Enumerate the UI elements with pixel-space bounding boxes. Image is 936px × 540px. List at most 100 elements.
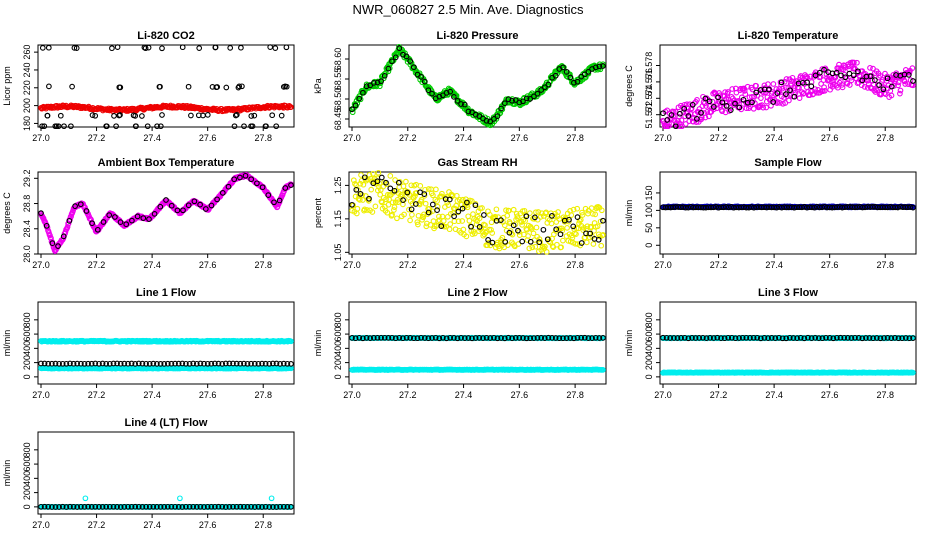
data-point xyxy=(719,99,726,106)
data-point xyxy=(519,238,526,245)
y-tick-label: 800 xyxy=(22,312,32,327)
data-point xyxy=(572,240,579,247)
data-point xyxy=(249,123,256,130)
data-point xyxy=(195,112,202,119)
data-point xyxy=(396,45,403,52)
y-tick-label: 200 xyxy=(333,355,343,370)
y-tick-label: 1.25 xyxy=(333,177,343,195)
y-axis-label: ml/min xyxy=(624,200,634,227)
x-tick-label: 27.2 xyxy=(710,390,728,400)
y-tick-label: 68.50 xyxy=(333,88,343,111)
data-point xyxy=(740,96,747,103)
data-point xyxy=(89,112,96,118)
data-point xyxy=(486,211,493,218)
data-point xyxy=(560,237,566,244)
data-point xyxy=(592,64,599,71)
data-point xyxy=(395,179,402,186)
data-point xyxy=(465,108,472,115)
data-point xyxy=(254,180,260,187)
y-tick-label: 400 xyxy=(644,341,654,356)
data-point xyxy=(46,83,52,90)
data-point xyxy=(867,65,873,71)
data-point xyxy=(551,213,558,220)
data-point xyxy=(558,244,564,251)
data-point xyxy=(515,241,522,247)
data-point xyxy=(770,99,777,105)
data-point xyxy=(532,243,539,250)
data-point xyxy=(227,45,234,51)
data-point xyxy=(197,201,203,208)
data-point xyxy=(534,90,541,97)
data-point xyxy=(94,226,101,233)
data-point xyxy=(429,90,435,97)
data-point xyxy=(391,204,398,210)
data-point xyxy=(235,84,242,91)
data-point xyxy=(533,209,539,216)
data-point xyxy=(57,112,64,119)
series-calib xyxy=(39,44,290,130)
data-point xyxy=(523,213,530,220)
y-tick-label: 51.572 xyxy=(644,101,654,129)
data-point xyxy=(272,45,279,51)
data-point xyxy=(391,207,397,213)
data-point xyxy=(695,109,702,116)
data-point xyxy=(353,186,360,193)
data-point xyxy=(833,69,840,76)
data-point xyxy=(43,222,50,229)
data-point xyxy=(410,64,417,71)
data-point xyxy=(439,190,445,197)
x-tick-label: 27.4 xyxy=(143,133,161,143)
data-point xyxy=(499,106,506,113)
data-point xyxy=(446,226,453,233)
data-point xyxy=(92,112,99,119)
plot-frame xyxy=(37,44,295,128)
data-point xyxy=(130,112,137,119)
data-point xyxy=(400,197,406,203)
data-point xyxy=(515,215,521,222)
y-axis-label: kPa xyxy=(313,78,323,94)
data-point xyxy=(453,92,460,99)
y-tick-label: 0 xyxy=(644,374,654,379)
data-point xyxy=(867,73,874,80)
data-point xyxy=(114,44,121,50)
data-point xyxy=(567,74,574,81)
data-point xyxy=(884,75,891,82)
data-point xyxy=(777,100,783,106)
data-point xyxy=(232,112,239,119)
data-point xyxy=(553,226,560,233)
y-axis-label: ml/min xyxy=(313,330,323,357)
x-tick-label: 27.4 xyxy=(455,260,473,270)
data-point xyxy=(837,65,844,72)
data-point xyxy=(112,214,118,220)
data-point xyxy=(48,235,54,242)
data-point xyxy=(564,225,570,231)
data-point xyxy=(703,103,709,109)
data-point xyxy=(429,201,436,208)
data-point xyxy=(403,178,409,185)
data-point xyxy=(440,218,447,224)
data-point xyxy=(885,82,892,89)
data-point xyxy=(447,221,454,227)
data-point xyxy=(503,207,509,214)
data-point xyxy=(459,218,466,224)
x-tick-label: 27.2 xyxy=(710,133,728,143)
data-point xyxy=(103,123,110,130)
data-point xyxy=(810,91,817,97)
data-point xyxy=(385,68,392,75)
plot-frame xyxy=(37,431,295,515)
data-point xyxy=(387,173,394,179)
data-point xyxy=(461,100,467,107)
data-point xyxy=(485,237,491,243)
data-point xyxy=(498,217,504,223)
data-point xyxy=(116,84,123,91)
data-point xyxy=(895,79,902,86)
data-point xyxy=(491,116,497,122)
data-point xyxy=(470,211,476,217)
data-point xyxy=(807,73,814,80)
data-point xyxy=(902,81,909,87)
data-point xyxy=(479,205,485,211)
data-point xyxy=(846,82,853,88)
series-calib xyxy=(38,360,294,367)
data-point xyxy=(753,89,760,96)
